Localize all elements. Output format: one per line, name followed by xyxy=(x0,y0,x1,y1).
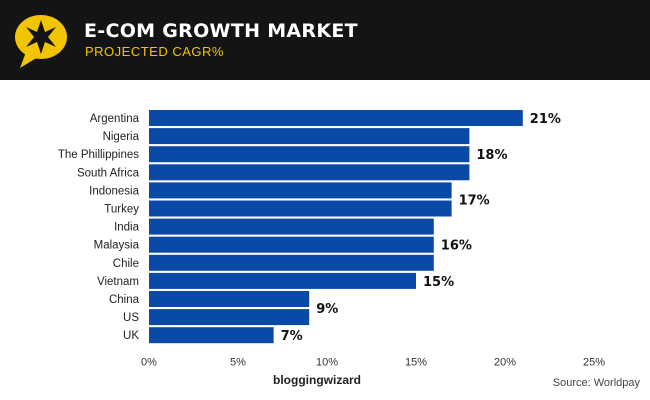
category-label: South Africa xyxy=(77,167,140,179)
category-label: Indonesia xyxy=(89,185,139,197)
bar xyxy=(149,254,434,271)
source-note: Source: Worldpay xyxy=(552,377,640,389)
bar xyxy=(149,327,274,344)
category-label: China xyxy=(109,294,140,306)
data-label: 9% xyxy=(316,302,338,317)
bar xyxy=(149,309,310,326)
bar-chart: Argentina Nigeria The Phillippines South Af… xyxy=(58,110,605,368)
bar xyxy=(149,200,452,217)
bar xyxy=(149,146,470,163)
bar xyxy=(149,164,470,181)
data-label: 15% xyxy=(423,275,454,290)
data-label: 17% xyxy=(459,193,490,208)
category-label: The Phillippines xyxy=(58,149,139,161)
category-label: US xyxy=(123,312,139,324)
x-tick-label: 0% xyxy=(141,356,157,368)
bar xyxy=(149,182,452,199)
category-label: India xyxy=(114,222,140,234)
category-label: Nigeria xyxy=(103,131,140,143)
category-label: Turkey xyxy=(104,204,139,216)
x-tick-label: 20% xyxy=(494,356,516,368)
bar xyxy=(149,110,523,126)
category-label: Argentina xyxy=(90,113,140,125)
brand-logo: bloggingwizard xyxy=(273,373,361,387)
chart-title: E-COM GROWTH MARKET xyxy=(84,20,358,42)
category-label: Malaysia xyxy=(94,240,140,252)
bar xyxy=(149,128,470,145)
data-label: 21% xyxy=(530,112,561,127)
bar xyxy=(149,218,434,235)
x-tick-label: 5% xyxy=(230,356,246,368)
category-label: Chile xyxy=(113,258,139,270)
bar xyxy=(149,272,416,289)
x-tick-label: 25% xyxy=(583,356,605,368)
category-label: Vietnam xyxy=(97,276,139,288)
bar xyxy=(149,236,434,253)
header: E-COM GROWTH MARKET PROJECTED CAGR% xyxy=(0,0,650,80)
data-label: 16% xyxy=(441,239,472,254)
x-tick-label: 15% xyxy=(405,356,427,368)
data-label: 7% xyxy=(281,329,303,344)
bar xyxy=(149,291,310,307)
category-label: UK xyxy=(123,330,139,342)
data-label: 18% xyxy=(476,148,507,163)
star-speech-bubble-icon xyxy=(15,15,67,68)
chart-subtitle: PROJECTED CAGR% xyxy=(85,44,224,59)
x-tick-label: 10% xyxy=(316,356,338,368)
